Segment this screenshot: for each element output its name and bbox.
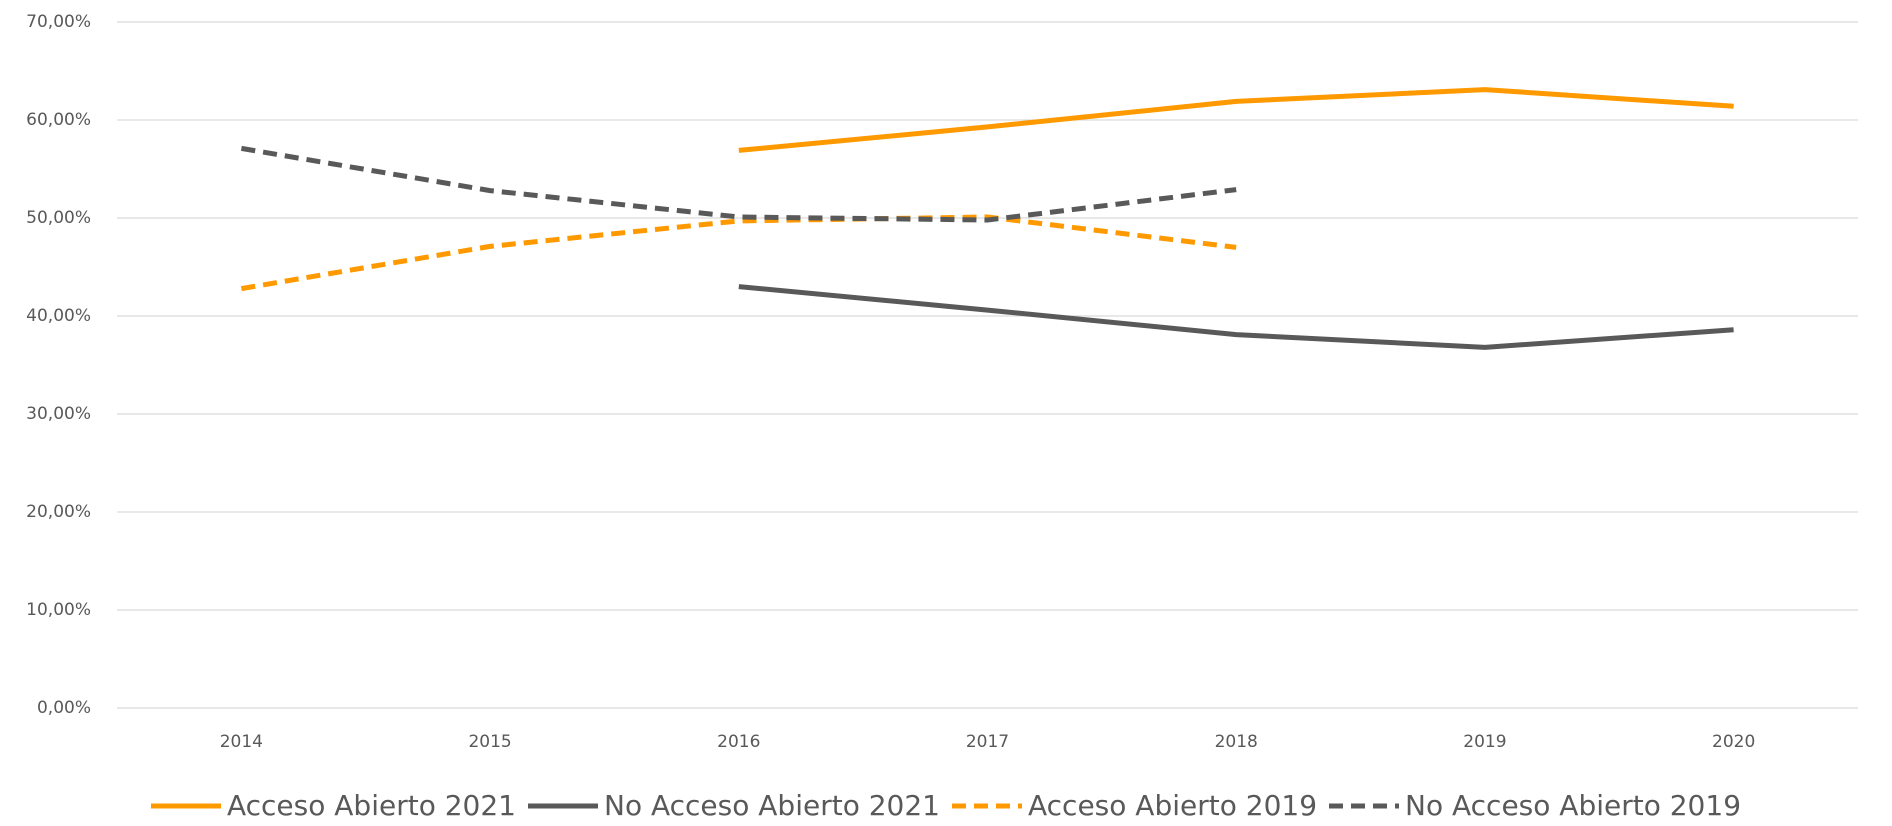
y-tick-label: 0,00% (37, 698, 91, 718)
x-tick-label: 2015 (468, 732, 511, 752)
legend-label: No Acceso Abierto 2019 (1405, 789, 1741, 822)
y-tick-label: 30,00% (26, 404, 91, 424)
legend-label: Acceso Abierto 2019 (1028, 789, 1317, 822)
y-tick-label: 70,00% (26, 12, 91, 32)
y-tick-label: 60,00% (26, 110, 91, 130)
x-tick-label: 2018 (1215, 732, 1258, 752)
x-tick-label: 2016 (717, 732, 760, 752)
series-line (738, 87, 1734, 153)
y-tick-label: 20,00% (26, 502, 91, 522)
series-line (240, 145, 1237, 223)
series-line (738, 284, 1734, 350)
legend-label: No Acceso Abierto 2021 (604, 789, 940, 822)
series-line (240, 214, 1237, 292)
legend: Acceso Abierto 2021 No Acceso Abierto 202… (150, 789, 1741, 822)
x-tick-label: 2019 (1463, 732, 1506, 752)
legend-label: Acceso Abierto 2021 (227, 789, 516, 822)
y-tick-label: 10,00% (26, 600, 91, 620)
x-tick-label: 2014 (220, 732, 263, 752)
y-tick-label: 50,00% (26, 208, 91, 228)
x-tick-label: 2020 (1712, 732, 1755, 752)
x-tick-label: 2017 (966, 732, 1009, 752)
y-tick-label: 40,00% (26, 306, 91, 326)
